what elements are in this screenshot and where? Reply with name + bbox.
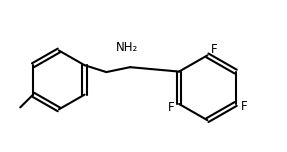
Text: F: F — [211, 43, 218, 56]
Text: F: F — [241, 100, 247, 113]
Text: F: F — [168, 101, 174, 114]
Text: NH₂: NH₂ — [116, 41, 138, 54]
